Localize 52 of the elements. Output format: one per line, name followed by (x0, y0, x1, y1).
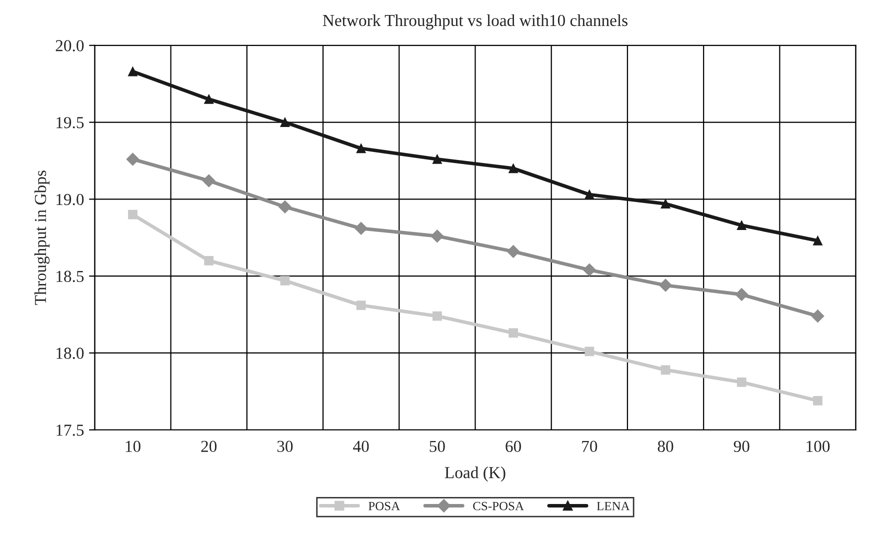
chart-title: Network Throughput vs load with10 channels (322, 14, 628, 30)
y-tick-label: 19.5 (56, 117, 84, 128)
x-axis-title: Load (K) (444, 466, 506, 482)
point (430, 230, 444, 243)
point (584, 346, 594, 356)
point (584, 190, 594, 200)
x-tick-label: 20 (201, 440, 217, 452)
y-tick-label: 19.0 (56, 194, 84, 206)
point (278, 200, 292, 214)
y-tick-label: 17.5 (56, 424, 84, 436)
point (204, 256, 214, 266)
point (736, 220, 746, 230)
point (735, 288, 748, 301)
legend-label: POSA (368, 502, 400, 510)
point (506, 245, 520, 258)
y-tick-label: 20.0 (56, 40, 84, 52)
point (354, 222, 368, 235)
point (582, 264, 596, 276)
point (659, 278, 672, 292)
x-tick-label: 10 (126, 440, 140, 452)
point (126, 152, 140, 166)
point (356, 144, 366, 154)
y-tick-label: 18.5 (56, 270, 84, 282)
x-tick-label: 40 (353, 440, 369, 452)
point (813, 236, 822, 246)
x-tick-label: 70 (582, 440, 598, 452)
point (432, 154, 442, 164)
point (356, 300, 366, 310)
x-tick-label: 50 (430, 440, 445, 452)
x-tick-label: 90 (734, 440, 750, 452)
point (736, 378, 746, 387)
point (508, 328, 518, 338)
point (202, 174, 216, 188)
point (660, 199, 670, 208)
point (432, 311, 442, 321)
point (204, 94, 214, 104)
x-tick-label: 80 (658, 440, 674, 452)
point (508, 164, 518, 174)
point (128, 210, 138, 220)
point (811, 310, 824, 322)
x-tick-label: 60 (506, 440, 521, 452)
legend-label: CS-POSA (473, 502, 524, 510)
x-tick-label: 100 (806, 440, 830, 452)
legend-label: LENA (596, 502, 630, 510)
point (660, 365, 670, 375)
point (280, 276, 290, 286)
point (280, 118, 290, 127)
point (813, 396, 822, 406)
y-axis-title: Throughput in Gbps (34, 170, 50, 305)
x-tick-label: 30 (277, 440, 293, 452)
point (128, 66, 138, 76)
y-tick-label: 18.0 (56, 348, 84, 359)
